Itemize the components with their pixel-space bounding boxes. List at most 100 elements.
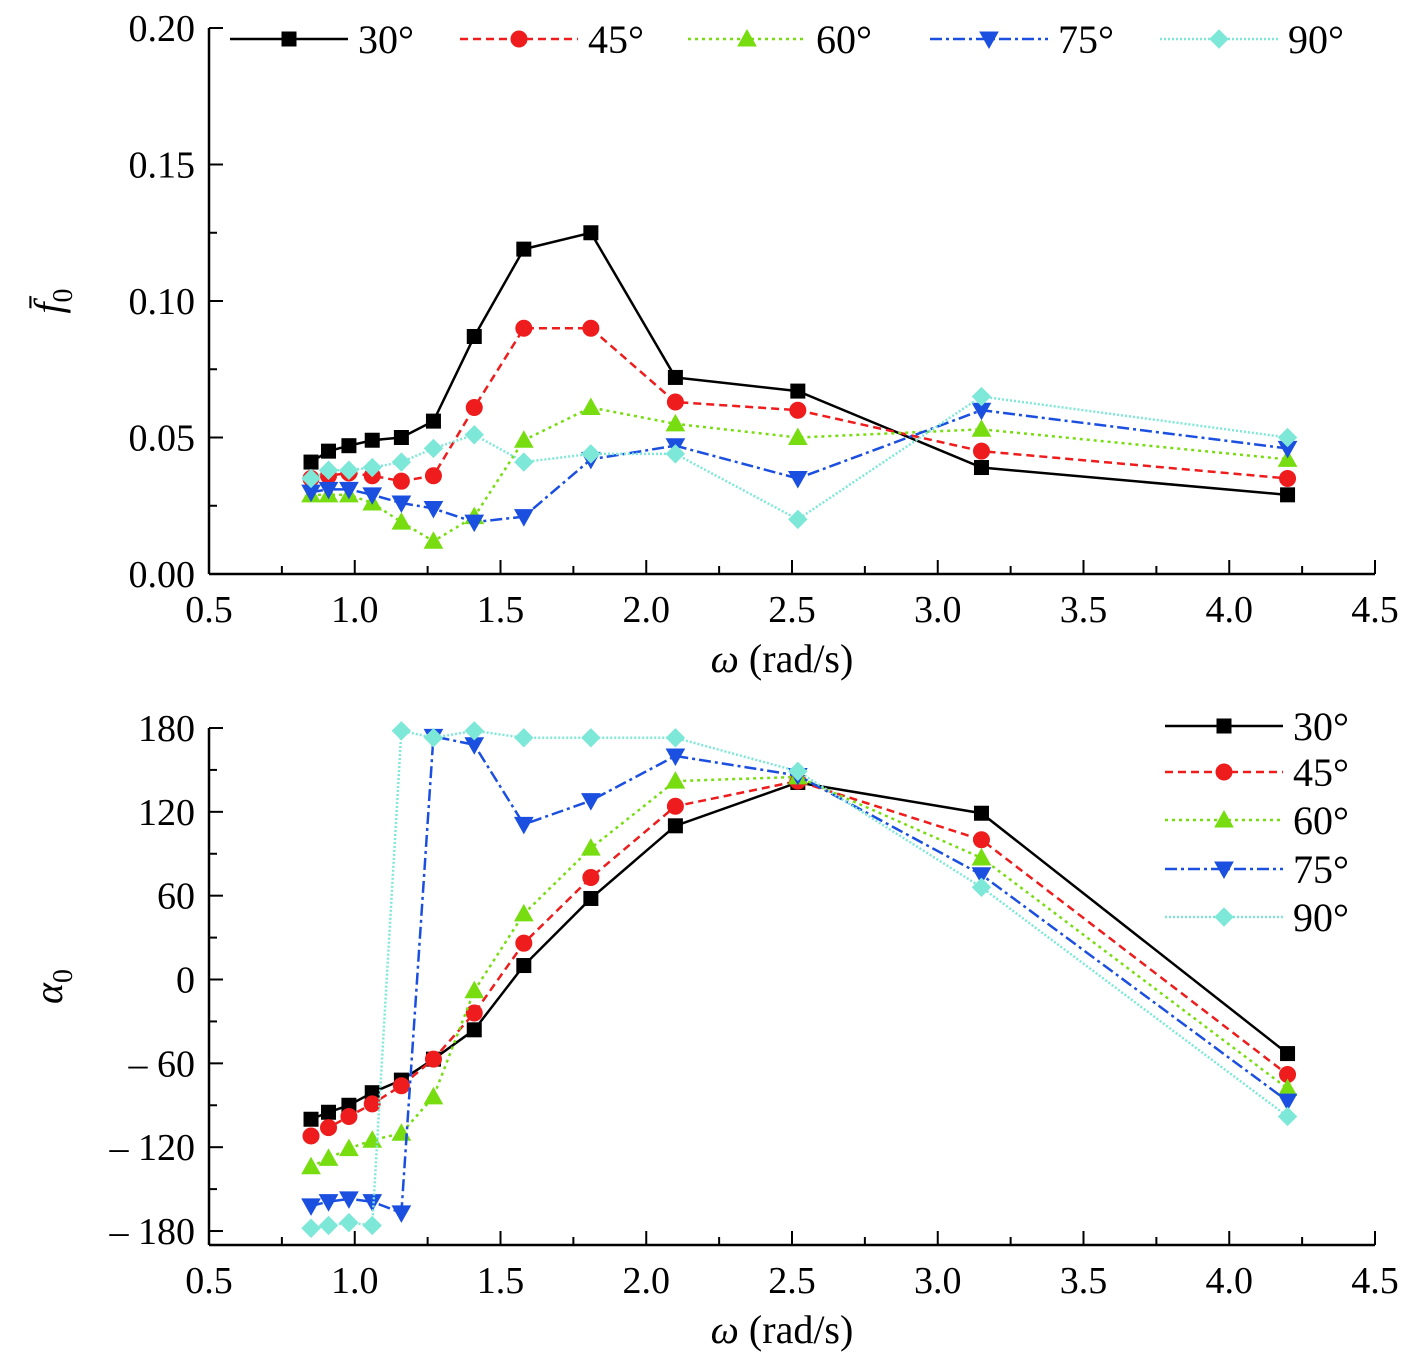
data-point xyxy=(514,452,534,472)
y-tick-label: – 120 xyxy=(109,1127,196,1169)
legend-marker xyxy=(1215,763,1233,781)
y-tick-label: 0.15 xyxy=(129,145,196,187)
legend-marker xyxy=(737,28,757,47)
data-point xyxy=(339,460,359,480)
data-point xyxy=(513,816,534,835)
y-axis-title: f̄0 xyxy=(26,288,79,313)
x-tick-label: 4.5 xyxy=(1351,589,1399,631)
data-point xyxy=(787,427,808,445)
legend-marker xyxy=(1209,29,1229,49)
data-point xyxy=(971,386,992,407)
data-point xyxy=(466,1022,482,1038)
data-point xyxy=(582,869,600,887)
data-point xyxy=(665,444,686,464)
x-tick-label: 1.5 xyxy=(477,1260,525,1302)
x-tick-label: 0.5 xyxy=(185,1260,233,1302)
legend-marker xyxy=(281,31,297,47)
chart-panel-2: 0.5 1.0 1.5 2.0 2.5 3.0 3.5 4.0 4.5 180 120 60 0 – 60… xyxy=(26,704,1399,1352)
data-point xyxy=(666,393,684,411)
data-point xyxy=(972,831,990,849)
data-point xyxy=(303,454,319,470)
legend-marker xyxy=(1214,907,1234,927)
legend-label: 30° xyxy=(1293,704,1349,749)
legend-label: 30° xyxy=(358,17,414,62)
data-point xyxy=(392,472,410,490)
data-point xyxy=(789,401,807,419)
x-tick-label: 4.0 xyxy=(1206,589,1254,631)
legend-marker xyxy=(1214,809,1234,828)
data-point xyxy=(391,512,412,530)
legend-marker xyxy=(979,31,999,50)
series-1 xyxy=(303,225,1296,503)
legend-label: 90° xyxy=(1293,895,1349,940)
data-point xyxy=(318,481,339,500)
legend-label: 60° xyxy=(1293,798,1349,843)
data-point xyxy=(787,470,808,489)
data-point xyxy=(321,1104,337,1120)
data-point xyxy=(1279,469,1297,487)
data-point xyxy=(362,1215,382,1236)
x-tick-label: 0.5 xyxy=(185,589,233,631)
data-point xyxy=(391,452,412,472)
series-2 xyxy=(302,319,1297,490)
data-point xyxy=(391,721,412,741)
x-axis-symbol: ω xyxy=(711,636,739,681)
data-point xyxy=(788,509,808,530)
series-line xyxy=(310,734,1289,1215)
legend-label: 60° xyxy=(816,17,872,62)
series-5 xyxy=(301,721,1298,1238)
x-axis-title: ω (rad/s) xyxy=(711,1307,854,1352)
data-point xyxy=(318,1215,339,1236)
data-point xyxy=(514,728,534,748)
data-point xyxy=(665,771,686,789)
data-point xyxy=(516,241,532,257)
legend-entry: 75° xyxy=(930,17,1114,62)
data-point xyxy=(583,890,599,906)
data-point xyxy=(341,438,357,454)
data-point xyxy=(464,425,484,445)
data-point xyxy=(581,838,601,856)
data-point xyxy=(321,443,337,459)
legend-entry: 45° xyxy=(1165,750,1349,795)
data-point xyxy=(1277,427,1298,448)
y-axis-symbol: α xyxy=(26,982,71,1004)
legend-label: 75° xyxy=(1058,17,1114,62)
series-line xyxy=(310,408,1288,524)
data-point xyxy=(301,468,321,489)
data-point xyxy=(464,721,484,741)
data-point xyxy=(667,369,683,385)
y-tick-label: 0 xyxy=(176,960,195,1002)
y-tick-label: 0.05 xyxy=(129,418,196,460)
data-point xyxy=(423,531,444,549)
data-point xyxy=(318,460,339,480)
data-point xyxy=(665,413,686,432)
legend-marker xyxy=(1214,861,1234,880)
data-point xyxy=(665,748,686,766)
legend-entry: 90° xyxy=(1160,17,1344,62)
data-point xyxy=(318,1194,339,1212)
x-tick-label: 1.5 xyxy=(477,589,525,631)
data-point xyxy=(971,867,992,885)
series-line xyxy=(310,779,1289,1138)
series-line xyxy=(310,231,1288,497)
data-point xyxy=(302,1127,320,1145)
data-point xyxy=(424,1050,442,1068)
y-tick-label: 0.00 xyxy=(129,554,196,596)
data-point xyxy=(516,958,532,974)
legend-entry: 30° xyxy=(1165,704,1349,749)
data-point xyxy=(363,1095,381,1113)
x-tick-label: 4.0 xyxy=(1206,1260,1254,1302)
legend-entry: 90° xyxy=(1165,895,1349,940)
data-point xyxy=(582,319,600,337)
y-axis-title: α0 xyxy=(26,969,79,1004)
legend-entry: 60° xyxy=(688,17,872,62)
data-point xyxy=(424,467,442,485)
data-point xyxy=(971,419,992,437)
x-tick-label: 1.0 xyxy=(331,589,379,631)
data-point xyxy=(393,430,409,445)
data-point xyxy=(364,432,380,448)
series-line xyxy=(310,729,1289,1230)
data-point xyxy=(301,1198,321,1216)
data-point xyxy=(464,980,485,999)
